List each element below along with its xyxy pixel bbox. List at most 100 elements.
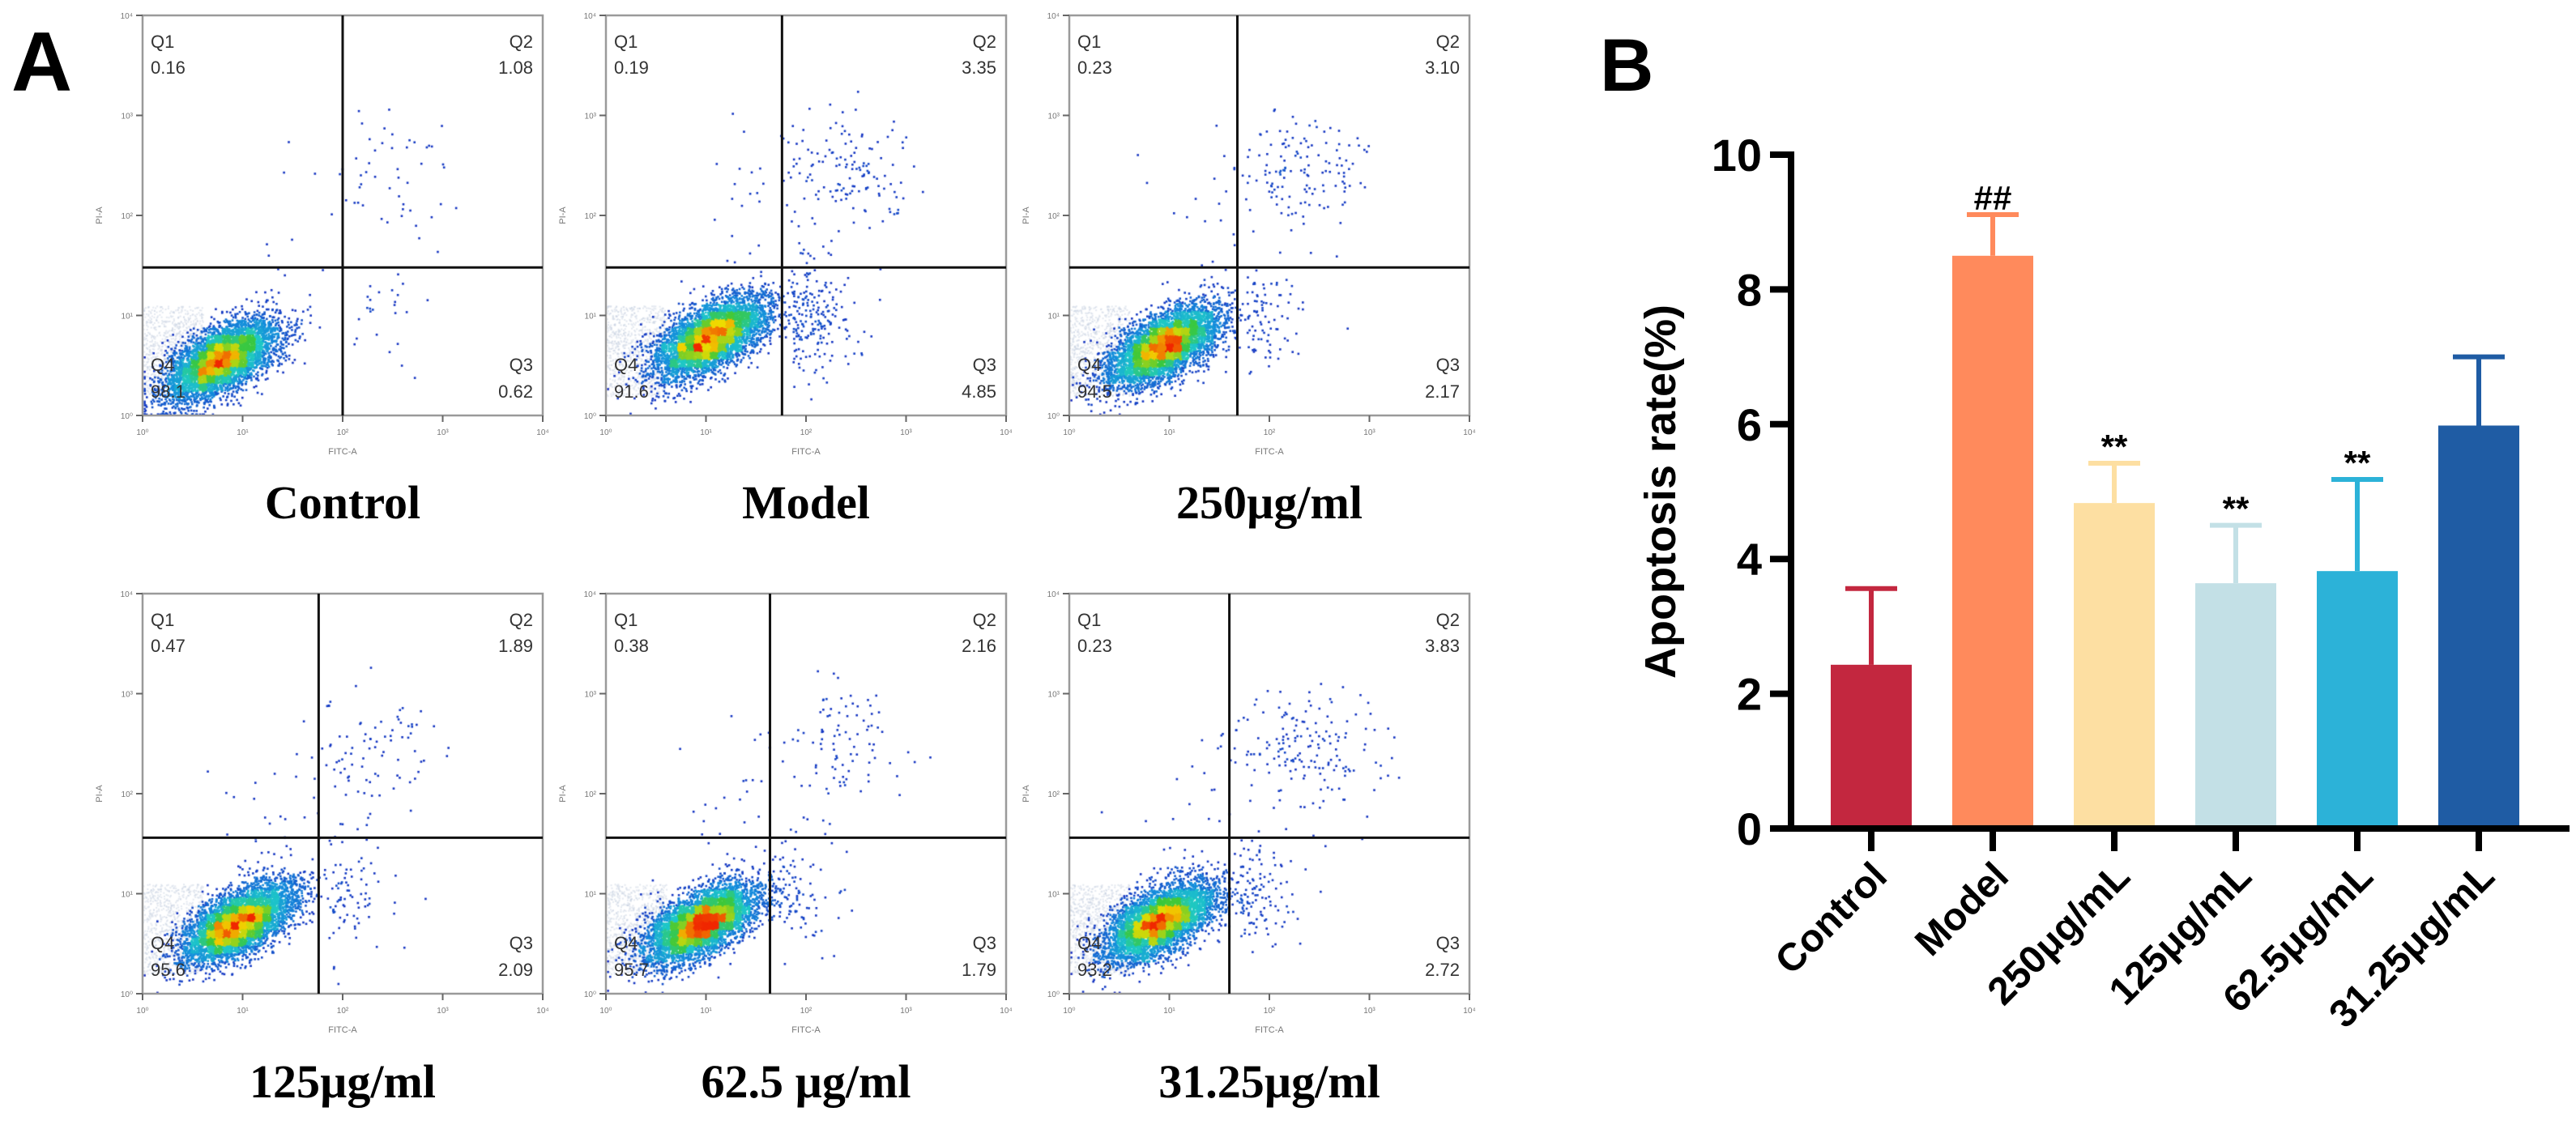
x-axis-label: FITC-A	[1255, 447, 1284, 457]
y-tick-label: 10⁰	[584, 412, 596, 421]
flow-scatter-density	[143, 594, 543, 994]
y-tick-label: 10³	[1048, 113, 1060, 121]
y-axis-label: PI-A	[1021, 207, 1031, 224]
y-axis-title: Apoptosis rate(%)	[1636, 305, 1685, 679]
plot-frame	[604, 14, 1008, 417]
flow-scatter-density	[606, 15, 1006, 415]
x-tick-label: 10²	[800, 428, 812, 437]
y-tick-label: 10⁰	[121, 412, 133, 421]
y-tick-label: 10¹	[1048, 891, 1060, 900]
flow-scatter-density	[1069, 15, 1469, 415]
y-tick-label: 10²	[1048, 790, 1060, 799]
significance-marker: **	[2101, 428, 2128, 466]
quadrant-value-q3: 2.09	[498, 960, 533, 980]
quadrant-name-q4: Q4	[151, 933, 174, 953]
y-tick-label: 10⁴	[1047, 590, 1060, 599]
quadrant-value-q1: 0.19	[614, 58, 649, 78]
y-tick-label: 10²	[122, 790, 134, 799]
significance-marker: **	[2223, 490, 2250, 528]
y-tick-label: 10⁴	[584, 590, 596, 599]
flow-plot-title: 62.5 µg/ml	[702, 1055, 911, 1108]
y-axis-label: PI-A	[95, 207, 104, 224]
significance-marker: **	[2344, 444, 2371, 482]
quadrant-name-q1: Q1	[1077, 610, 1101, 630]
flow-plot-title: Control	[265, 476, 420, 529]
y-axis-label: PI-A	[1021, 785, 1031, 803]
plot-frame	[1068, 592, 1471, 995]
x-tick-label: 10³	[1363, 428, 1375, 437]
y-tick-label: 10³	[585, 113, 597, 121]
y-axis-label: PI-A	[558, 785, 568, 803]
quadrant-value-q1: 0.23	[1077, 58, 1112, 78]
y-tick-label: 10²	[585, 790, 597, 799]
quadrant-name-q2: Q2	[1436, 32, 1460, 52]
y-tick-label: 10⁴	[1047, 12, 1060, 21]
quadrant-name-q3: Q3	[510, 933, 533, 953]
quadrant-value-q2: 1.89	[498, 636, 533, 656]
quadrant-value-q3: 0.62	[498, 381, 533, 402]
x-tick-label: 10⁴	[1463, 1007, 1475, 1016]
y-tick-label: 10³	[122, 691, 134, 700]
bar	[2438, 425, 2519, 828]
x-tick-label: 10⁰	[136, 1007, 148, 1016]
x-tick-label: 10¹	[237, 428, 249, 437]
y-tick-label: 8	[1737, 264, 1762, 315]
quadrant-value-q4: 95.6	[151, 960, 186, 980]
quadrant-value-q2: 2.16	[962, 636, 996, 656]
x-tick-label: 10⁴	[536, 1007, 548, 1016]
x-tick-label: 10⁰	[599, 1007, 612, 1016]
x-tick-label: 10³	[900, 428, 912, 437]
x-tick-label: Control	[1768, 854, 1896, 982]
quadrant-name-q1: Q1	[151, 32, 174, 52]
quadrant-value-q2: 3.83	[1425, 636, 1460, 656]
quadrant-value-q2: 3.10	[1425, 58, 1460, 78]
quadrant-name-q3: Q3	[973, 355, 996, 375]
quadrant-value-q1: 0.47	[151, 636, 186, 656]
y-tick-label: 6	[1737, 399, 1762, 450]
quadrant-value-q2: 3.35	[962, 58, 996, 78]
x-tick-label: 10²	[1264, 428, 1276, 437]
x-tick-label: 10³	[437, 1007, 449, 1016]
bar	[1831, 664, 1912, 828]
x-tick-label: 10¹	[237, 1007, 249, 1016]
bar	[2074, 503, 2155, 828]
apoptosis-bar-chart: 0 2 4 6 8 10 Apoptosis rate(%) Control ## Model **…	[1636, 130, 2570, 1037]
bar	[1952, 255, 2033, 828]
x-tick-label: 10⁴	[536, 428, 548, 437]
quadrant-name-q2: Q2	[1436, 610, 1460, 630]
flow-plot-title: 31.25µg/ml	[1158, 1055, 1380, 1108]
x-tick-label: 10¹	[700, 1007, 712, 1016]
x-tick-label: Model	[1907, 854, 2017, 965]
y-tick-label: 10¹	[122, 313, 134, 322]
y-tick-label: 10¹	[122, 891, 134, 900]
quadrant-value-q1: 0.23	[1077, 636, 1112, 656]
x-tick-label: 10¹	[1163, 428, 1175, 437]
x-tick-label: 10¹	[700, 428, 712, 437]
quadrant-name-q4: Q4	[614, 355, 638, 375]
flow-scatter-density	[1069, 594, 1469, 994]
y-tick-label: 10	[1712, 130, 1762, 181]
x-tick-label: 10⁴	[1000, 428, 1012, 437]
quadrant-value-q4: 94.5	[1077, 381, 1112, 402]
x-tick-label: 10²	[337, 1007, 349, 1016]
quadrant-name-q3: Q3	[973, 933, 996, 953]
y-tick-label: 10⁰	[584, 990, 596, 999]
quadrant-name-q1: Q1	[614, 32, 638, 52]
quadrant-name-q2: Q2	[510, 610, 533, 630]
x-tick-label: 10³	[437, 428, 449, 437]
y-tick-label: 10¹	[585, 891, 597, 900]
x-tick-label: 10³	[1363, 1007, 1375, 1016]
y-axis-label: PI-A	[558, 207, 568, 224]
quadrant-name-q3: Q3	[1436, 933, 1460, 953]
y-tick-label: 10³	[585, 691, 597, 700]
x-tick-label: 10³	[900, 1007, 912, 1016]
y-tick-label: 10⁰	[1047, 990, 1060, 999]
quadrant-name-q3: Q3	[1436, 355, 1460, 375]
quadrant-value-q3: 1.79	[962, 960, 996, 980]
flow-cytometry-panels: 10⁰10⁰10¹10¹10²10²10³10³10⁴10⁴FITC-API-A…	[95, 12, 1476, 1108]
bar	[2317, 571, 2398, 828]
y-tick-label: 10¹	[1048, 313, 1060, 322]
